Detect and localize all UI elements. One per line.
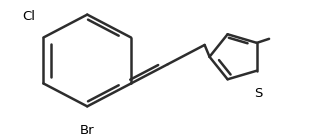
Text: Cl: Cl [22, 10, 35, 23]
Text: Br: Br [80, 124, 94, 137]
Text: S: S [254, 87, 263, 100]
